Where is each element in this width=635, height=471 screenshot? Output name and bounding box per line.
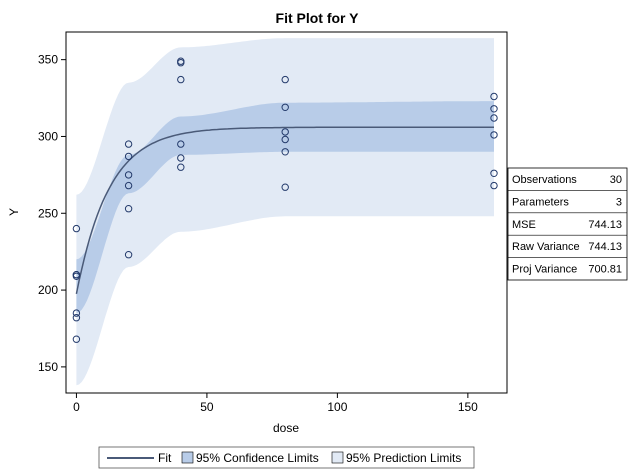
data-point bbox=[72, 335, 81, 343]
data-point bbox=[490, 131, 498, 139]
x-axis-ticks: 0 50 100 150 bbox=[73, 393, 478, 414]
fit-line bbox=[75, 126, 494, 295]
data-point bbox=[281, 128, 289, 136]
legend-confidence-swatch bbox=[181, 451, 194, 464]
stats-label: MSE bbox=[512, 219, 536, 231]
data-point bbox=[177, 75, 185, 84]
data-point bbox=[281, 103, 289, 112]
stats-label: Parameters bbox=[512, 196, 569, 208]
chart-title: Fit Plot for Y bbox=[276, 10, 360, 26]
stats-value: 30 bbox=[610, 174, 622, 186]
legend: Fit 95% Confidence Limits 95% Prediction… bbox=[98, 446, 475, 469]
data-point bbox=[490, 181, 498, 190]
data-point bbox=[72, 272, 81, 280]
y-axis-ticks: 150 200 250 300 350 bbox=[38, 53, 66, 374]
plot-frame bbox=[65, 31, 508, 394]
stats-value: 744.13 bbox=[588, 219, 622, 231]
data-point bbox=[72, 314, 81, 322]
y-tick-label: 200 bbox=[38, 283, 58, 297]
stats-label: Observations bbox=[512, 174, 577, 186]
data-point bbox=[124, 171, 133, 179]
data-point bbox=[124, 251, 133, 259]
data-point bbox=[124, 152, 133, 161]
data-point bbox=[177, 154, 185, 162]
legend-prediction-swatch bbox=[331, 451, 344, 464]
stats-value: 744.13 bbox=[588, 241, 622, 253]
data-point bbox=[177, 140, 185, 148]
stats-value: 700.81 bbox=[588, 264, 622, 276]
data-point bbox=[124, 140, 133, 148]
data-point bbox=[124, 205, 133, 213]
legend-confidence-label: 95% Confidence Limits bbox=[196, 451, 319, 465]
x-tick-label: 50 bbox=[200, 400, 214, 414]
stats-label: Proj Variance bbox=[512, 264, 577, 276]
data-point bbox=[490, 92, 498, 101]
data-point bbox=[177, 163, 185, 171]
data-point bbox=[177, 59, 185, 67]
data-point bbox=[124, 181, 133, 190]
legend-fit-label: Fit bbox=[158, 451, 172, 465]
x-tick-label: 100 bbox=[327, 400, 347, 414]
x-tick-label: 0 bbox=[73, 400, 80, 414]
y-tick-label: 300 bbox=[38, 129, 58, 143]
data-point bbox=[490, 169, 498, 178]
data-point bbox=[281, 183, 289, 191]
data-point bbox=[490, 105, 498, 113]
data-point bbox=[72, 224, 81, 233]
plot-area bbox=[72, 38, 498, 386]
data-points bbox=[72, 57, 498, 343]
data-point bbox=[490, 114, 498, 122]
stats-box: Observations 30 Parameters 3 MSE 744.13 Raw Va… bbox=[507, 167, 628, 281]
stats-value: 3 bbox=[616, 196, 622, 208]
data-point bbox=[281, 75, 289, 84]
y-tick-label: 250 bbox=[38, 206, 58, 220]
x-axis-label: dose bbox=[273, 421, 299, 435]
data-point bbox=[281, 148, 289, 156]
x-tick-label: 150 bbox=[458, 400, 478, 414]
data-point bbox=[72, 309, 81, 317]
y-axis-label: Y bbox=[7, 208, 21, 216]
data-point bbox=[281, 135, 289, 144]
y-tick-label: 350 bbox=[38, 53, 58, 67]
prediction-band bbox=[76, 38, 495, 386]
stats-label: Raw Variance bbox=[512, 241, 580, 253]
legend-prediction-label: 95% Prediction Limits bbox=[346, 451, 461, 465]
y-tick-label: 150 bbox=[38, 360, 58, 374]
confidence-band bbox=[76, 101, 495, 314]
